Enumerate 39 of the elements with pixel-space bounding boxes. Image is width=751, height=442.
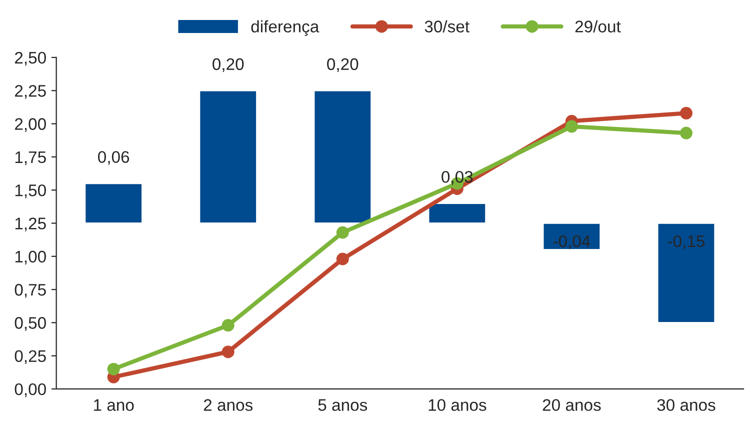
y-tick-label: 1,00 <box>15 250 46 265</box>
legend-label: diferença <box>251 20 320 36</box>
point <box>680 126 692 140</box>
point <box>336 252 349 266</box>
bar <box>428 202 486 224</box>
bar <box>542 222 602 250</box>
y-tick-label: 0,75 <box>14 284 46 298</box>
data-label: 0,20 <box>212 58 244 72</box>
y-tick-label: 2,00 <box>15 118 46 132</box>
bar <box>198 90 258 224</box>
point <box>565 120 578 133</box>
data-label: 0,06 <box>98 151 130 165</box>
y-tick-label: 0,25 <box>14 350 46 364</box>
legend-label: 30/set <box>424 20 470 32</box>
point <box>222 319 234 332</box>
x-tick-label: 5 anos <box>318 399 368 411</box>
x-tick-label: 10 anos <box>428 399 486 411</box>
point <box>680 106 692 120</box>
legend-label: 29/out <box>575 20 621 32</box>
y-tick-label: 1,50 <box>15 184 46 198</box>
point <box>107 362 120 376</box>
x-tick-label: 30 anos <box>657 399 716 411</box>
data-label: -0,15 <box>668 235 705 250</box>
x-tick-label: 1 ano <box>94 399 134 411</box>
data-label: -0,04 <box>553 235 590 250</box>
bar <box>656 222 716 324</box>
bar <box>313 90 372 224</box>
y-tick-label: 1,25 <box>15 218 46 232</box>
y-tick-label: 0,00 <box>14 383 46 398</box>
y-tick-label: 2,25 <box>15 85 46 99</box>
data-label: 0,20 <box>327 58 358 72</box>
x-tick-label: 20 anos <box>542 399 601 411</box>
y-tick-label: 1,75 <box>15 151 46 166</box>
point <box>222 346 234 358</box>
bar <box>84 182 143 224</box>
point <box>336 226 349 239</box>
x-tick-label: 2 anos <box>204 399 253 411</box>
y-tick-label: 2,50 <box>15 52 46 66</box>
y-tick-label: 0,50 <box>14 317 46 331</box>
